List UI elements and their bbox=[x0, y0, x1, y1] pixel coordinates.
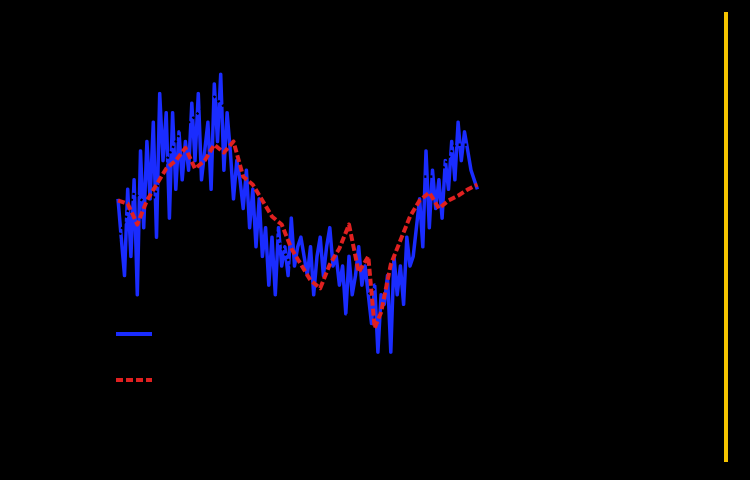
axis-ticks: 1985 1990 1995210-11050-5-10-0.10-0.0500.0… bbox=[76, 10, 669, 434]
y-right-tick-label--10: -10 bbox=[499, 361, 522, 378]
y-left-tick-label--1: -1 bbox=[76, 297, 90, 314]
y-left-tick-label-2: 2 bbox=[81, 10, 90, 27]
y-right-tick-label-10: 10 bbox=[499, 42, 517, 59]
y-axis-left-label: Change in cloud fraction (%) bbox=[31, 103, 50, 333]
y-axis-right-label: Change in cosmic rays (%) bbox=[541, 110, 560, 326]
series-line-0 bbox=[116, 72, 480, 354]
y-far-right-tick-label-0.10: 0.10 bbox=[635, 361, 664, 378]
x-tick-label-1985: 1985 bbox=[148, 417, 184, 434]
y-left-tick-label-1: 1 bbox=[81, 106, 90, 123]
y-far-right-tick-label-0.05: 0.05 bbox=[635, 281, 664, 298]
legend-label-1: solar irradiance bbox=[158, 349, 270, 366]
x-tick-label-1995: 1995 bbox=[469, 417, 505, 434]
x-tick-label-1990: 1990 bbox=[309, 417, 345, 434]
legend-label-0: low clouds bbox=[158, 326, 236, 343]
edge-strip bbox=[724, 12, 728, 462]
y-left-tick-label-0: 0 bbox=[81, 202, 90, 219]
y-right-tick-label--5: -5 bbox=[499, 281, 513, 298]
y-right-tick-label-0: 0 bbox=[499, 202, 508, 219]
y-right-tick-label-5: 5 bbox=[499, 122, 508, 139]
y-far-right-tick-label--0.05: -0.05 bbox=[635, 122, 669, 139]
y-far-right-tick-label--0.10: -0.10 bbox=[635, 42, 669, 59]
series-line-2 bbox=[117, 139, 479, 331]
y-axis-far-right-label: Change in solar irradiance (%) bbox=[703, 96, 722, 341]
x-axis-label: Year bbox=[276, 444, 317, 465]
y-far-right-tick-label-0: 0 bbox=[635, 202, 643, 219]
legend: low clouds solar irradiance cosmic rays (>… bbox=[116, 326, 314, 389]
series-layer bbox=[116, 72, 480, 354]
series-line-1 bbox=[116, 95, 478, 322]
legend-label-2: cosmic rays (>13GeV) bbox=[158, 372, 314, 389]
